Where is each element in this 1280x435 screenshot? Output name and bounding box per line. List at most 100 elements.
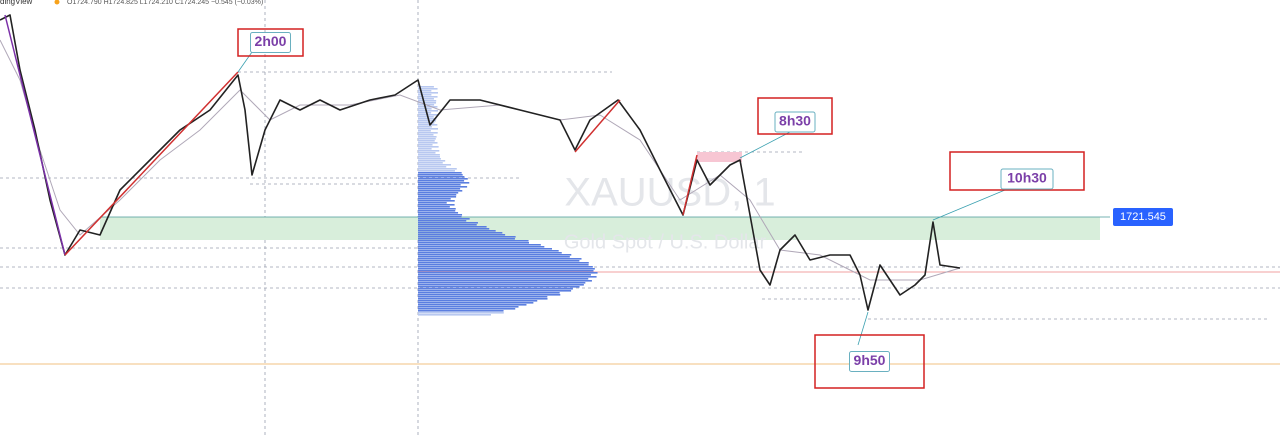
profile-bar (418, 210, 456, 212)
profile-bar (418, 230, 496, 232)
profile-bar (418, 88, 438, 90)
profile-bar (418, 96, 438, 98)
brand: dingView (0, 0, 33, 6)
profile-bar (418, 124, 438, 126)
profile-bar (418, 170, 455, 172)
profile-bar (418, 190, 463, 192)
profile-bar (418, 122, 435, 124)
profile-bar (418, 178, 468, 180)
profile-bar (418, 202, 447, 204)
profile-bar (418, 90, 432, 92)
trend-line (4, 14, 66, 256)
profile-bar (418, 280, 592, 282)
profile-bar (418, 102, 437, 104)
profile-bar (418, 220, 467, 222)
profile-bar (418, 262, 589, 264)
volume-profile (418, 86, 598, 316)
annotation-label-box (774, 111, 816, 133)
profile-bar (418, 282, 586, 284)
profile-bar (418, 164, 451, 166)
profile-bar (418, 110, 438, 112)
profile-bar (418, 286, 580, 288)
profile-bar (418, 276, 597, 278)
profile-bar (418, 172, 462, 174)
status-dot (54, 0, 60, 5)
annotation-label-box (1000, 168, 1054, 190)
profile-bar (418, 258, 582, 260)
profile-bar (418, 132, 438, 134)
profile-bar (418, 312, 504, 314)
profile-bar (418, 298, 548, 300)
profile-bar (418, 184, 461, 186)
profile-bar (418, 226, 487, 228)
profile-bar (418, 268, 595, 270)
trend-line (574, 99, 621, 153)
annotation-label: 10h30 (1007, 170, 1047, 186)
profile-bar (418, 222, 478, 224)
profile-bar (418, 188, 461, 190)
profile-bar (418, 296, 548, 298)
profile-bar (418, 300, 538, 302)
profile-bar (418, 264, 589, 266)
profile-bar (418, 142, 438, 144)
profile-bar (418, 212, 459, 214)
profile-bar (418, 208, 456, 210)
profile-bar (418, 146, 439, 148)
supply-zone (697, 152, 742, 162)
trend-line (682, 154, 698, 216)
profile-bar (418, 216, 462, 218)
profile-bar (418, 294, 561, 296)
annotation-frame (814, 334, 925, 389)
profile-bar (418, 260, 580, 262)
annotation-label-box (250, 32, 291, 53)
profile-bar (418, 130, 431, 132)
profile-bar (418, 218, 470, 220)
profile-bar (418, 112, 432, 114)
profile-bar (418, 94, 432, 96)
profile-bar (418, 182, 470, 184)
profile-bar (418, 278, 589, 280)
trend-line (64, 71, 239, 256)
profile-bar (418, 254, 572, 256)
profile-bar (418, 248, 552, 250)
callout-line (739, 131, 791, 159)
profile-bar (418, 206, 450, 208)
profile-bar (418, 106, 438, 108)
callout-line (857, 311, 869, 346)
watermark-description: Gold Spot / U.S. Dollar (564, 231, 767, 253)
profile-bar (418, 134, 434, 136)
profile-bar (418, 306, 519, 308)
profile-bar (418, 284, 584, 286)
annotation-label-box (849, 351, 890, 372)
profile-bar (418, 156, 440, 158)
profile-bar (418, 174, 463, 176)
support-zone (100, 217, 1100, 240)
profile-bar (418, 274, 591, 276)
profile-bar (418, 242, 529, 244)
profile-bar (418, 100, 437, 102)
price-series (0, 14, 961, 311)
annotation-frame (757, 97, 833, 135)
profile-bar (418, 118, 437, 120)
annotation-label: 2h00 (255, 33, 287, 49)
profile-bar (418, 302, 534, 304)
profile-bar (418, 252, 562, 254)
trend-lines (4, 14, 698, 256)
profile-bar (418, 256, 570, 258)
profile-bar (418, 196, 457, 198)
profile-bar (418, 162, 443, 164)
profile-bar (418, 154, 440, 156)
profile-bar (418, 246, 545, 248)
profile-bar (418, 194, 457, 196)
profile-bar (418, 160, 446, 162)
profile-bar (418, 138, 436, 140)
profile-bar (418, 158, 441, 160)
profile-bar (418, 266, 593, 268)
profile-bar (418, 180, 465, 182)
profile-bar (418, 238, 515, 240)
profile-bar (418, 186, 468, 188)
profile-bar (418, 120, 436, 122)
profile-bar (418, 290, 572, 292)
annotations: 2h00 8h30 10h30 9h50 (237, 28, 1085, 389)
